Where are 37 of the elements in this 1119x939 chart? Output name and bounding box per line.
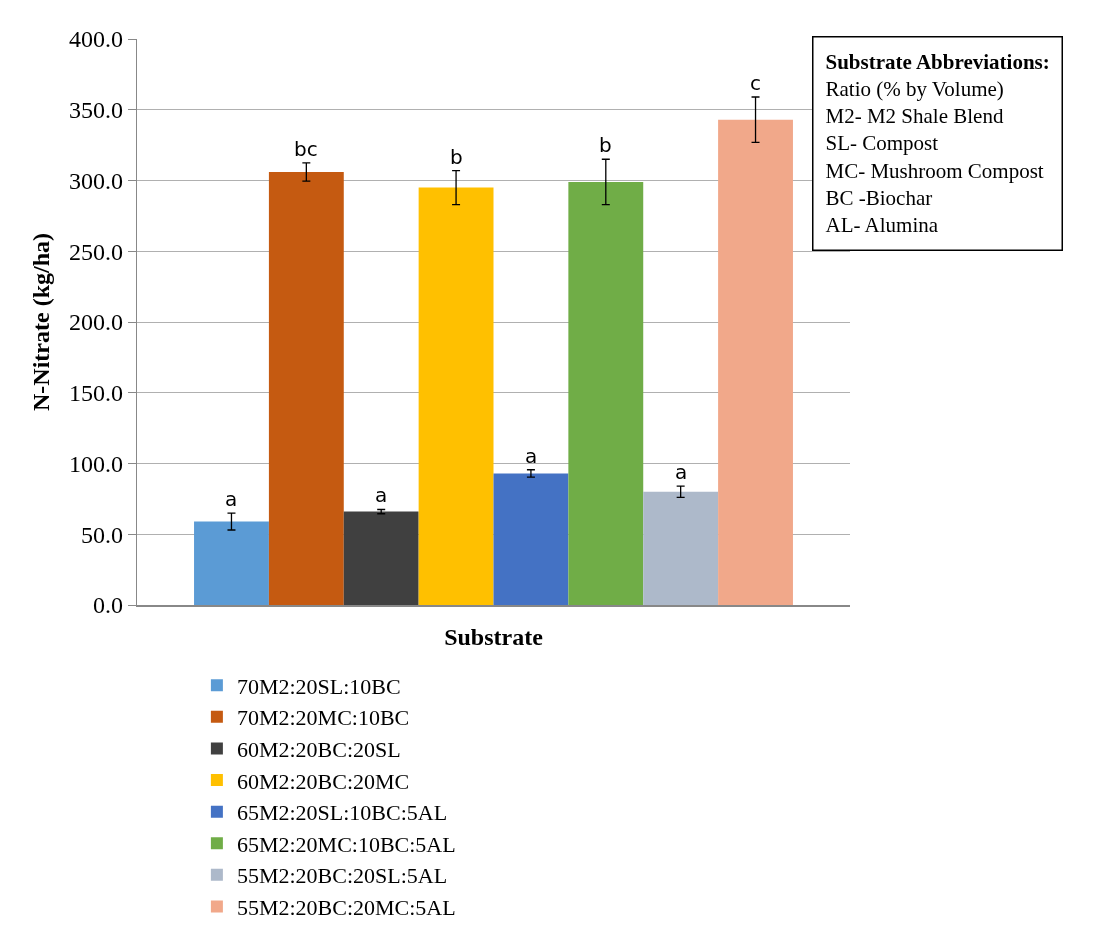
bar xyxy=(718,119,793,605)
legend-label: 70M2:20SL:10BC xyxy=(236,673,401,699)
y-tick-label: 100.0 xyxy=(69,450,124,477)
bar xyxy=(418,187,494,605)
data-label: a xyxy=(375,483,388,507)
data-label: a xyxy=(675,460,688,484)
data-label: bc xyxy=(294,137,318,161)
bar xyxy=(343,511,419,605)
data-label: c xyxy=(750,71,761,95)
y-axis-title: N-Nitrate (kg/ha) xyxy=(28,233,55,411)
data-label: b xyxy=(599,133,612,157)
legend-label: 55M2:20BC:20SL:5AL xyxy=(236,863,448,889)
annotation: Ratio (% by Volume) M2- M2 Shale Blend SL- Compost MC- Mushroom Compost BC -Biochar AL- Alumina xyxy=(825,76,1044,238)
x-axis-title: Substrate xyxy=(444,623,544,650)
y-tick-label: 300.0 xyxy=(69,167,124,194)
y-tick-label: 0.0 xyxy=(93,592,124,619)
bar xyxy=(568,181,644,605)
legend-label: 60M2:20BC:20MC xyxy=(236,768,410,794)
y-tick-label: 200.0 xyxy=(69,309,124,336)
legend-label: 65M2:20MC:10BC:5AL xyxy=(236,831,456,857)
bar xyxy=(194,521,269,605)
data-label: a xyxy=(225,487,238,511)
data-label: a xyxy=(525,444,538,468)
legend-label: 70M2:20MC:10BC xyxy=(236,705,410,731)
annotation: Substrate Abbreviations: xyxy=(825,49,1050,74)
y-tick-label: 400.0 xyxy=(69,26,124,53)
bar xyxy=(268,172,344,605)
legend-label: 55M2:20BC:20MC:5AL xyxy=(236,895,456,921)
bar xyxy=(493,473,569,605)
y-tick-label: 150.0 xyxy=(69,380,124,407)
legend-label: 65M2:20SL:10BC:5AL xyxy=(236,800,448,826)
y-tick-label: 50.0 xyxy=(81,521,124,548)
y-tick-label: 250.0 xyxy=(69,238,124,265)
data-label: b xyxy=(450,145,463,169)
y-tick-label: 350.0 xyxy=(69,97,124,124)
legend-label: 60M2:20BC:20SL xyxy=(236,737,401,763)
bar xyxy=(643,491,719,605)
